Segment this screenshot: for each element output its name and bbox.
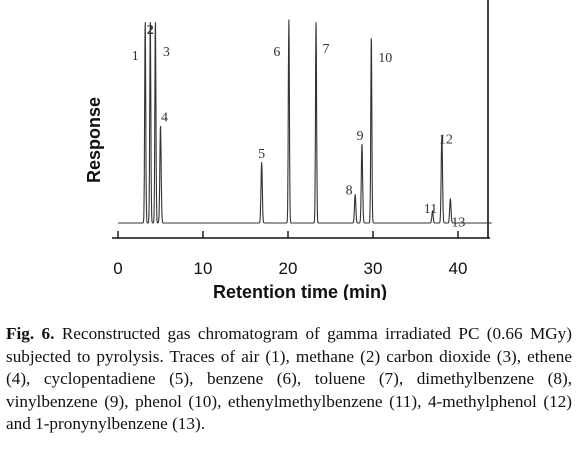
peak-label-8: 8 — [346, 184, 353, 199]
x-tick-label: 20 — [279, 259, 298, 278]
figure-caption: Fig. 6. Reconstructed gas chromatogram o… — [6, 323, 572, 436]
peak-label-11: 11 — [424, 202, 437, 217]
x-axis-label: Retention time (min) — [213, 282, 387, 300]
peak-label-4: 4 — [161, 111, 168, 126]
peak-label-5: 5 — [258, 147, 265, 162]
peak-label-10: 10 — [378, 51, 392, 66]
figure-caption-label: Fig. 6. — [6, 324, 55, 343]
y-axis-label: Response — [84, 97, 104, 183]
chart-axes — [112, 0, 490, 239]
chromatogram-trace — [117, 19, 493, 224]
peak-label-13: 13 — [451, 216, 465, 231]
peak-label-7: 7 — [323, 42, 330, 57]
peak-label-1: 1 — [132, 49, 139, 64]
peak-label-3: 3 — [163, 45, 170, 60]
figure-caption-text: Reconstructed gas chromatogram of gamma … — [6, 324, 572, 434]
peak-label-12: 12 — [439, 133, 453, 148]
peak-label-9: 9 — [356, 129, 363, 144]
x-tick-label: 30 — [364, 259, 383, 278]
x-ticks: 0 10 20 30 40 — [113, 231, 467, 278]
peak-label-6: 6 — [273, 45, 280, 60]
x-tick-label: 40 — [449, 259, 468, 278]
x-tick-label: 0 — [113, 259, 122, 278]
peak-label-2: 2 — [147, 23, 154, 38]
x-tick-label: 10 — [194, 259, 213, 278]
